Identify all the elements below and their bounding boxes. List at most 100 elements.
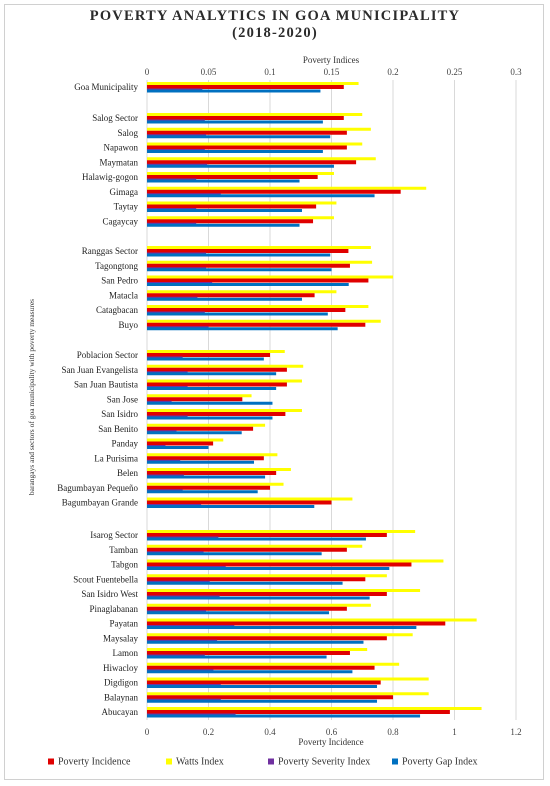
- poverty-incidence-bar: [147, 592, 387, 596]
- category-label: Maymatan: [100, 157, 139, 167]
- poverty-severity-bar: [147, 504, 202, 506]
- poverty-gap-bar: [147, 179, 300, 183]
- poverty-gap-bar: [147, 446, 209, 449]
- category-label: Catagbacan: [96, 305, 138, 315]
- poverty-gap-bar: [147, 460, 255, 464]
- poverty-incidence-bar: [147, 382, 287, 387]
- poverty-incidence-bar: [147, 85, 344, 89]
- bottom-axis-tick-label: 1: [452, 727, 457, 737]
- poverty-incidence-bar: [147, 353, 270, 357]
- legend-swatch: [268, 758, 274, 765]
- poverty-gap-bar: [147, 505, 315, 508]
- poverty-severity-bar: [147, 311, 205, 313]
- poverty-incidence-bar: [147, 189, 401, 194]
- watts-index-bar: [147, 201, 337, 205]
- poverty-severity-bar: [147, 489, 183, 491]
- watts-index-bar: [147, 275, 393, 279]
- legend-swatch: [48, 758, 54, 765]
- poverty-gap-bar: [147, 655, 327, 659]
- poverty-severity-bar: [147, 163, 208, 166]
- legend: Poverty Incidence Watts Index Poverty Seve…: [48, 757, 478, 768]
- legend-label: Poverty Severity Index: [278, 757, 370, 768]
- bottom-axis-tick-label: 0.8: [387, 727, 399, 737]
- poverty-incidence-bar: [147, 636, 387, 641]
- category-label: San Pedro: [101, 276, 138, 286]
- category-label: Tamban: [109, 545, 138, 555]
- category-label: Taytay: [114, 202, 139, 212]
- legend-swatch: [392, 758, 398, 765]
- poverty-incidence-bar: [147, 204, 317, 209]
- watts-index-bar: [147, 468, 291, 471]
- poverty-incidence-bar: [147, 145, 347, 150]
- poverty-severity-bar: [147, 669, 214, 671]
- poverty-gap-bar: [147, 150, 323, 153]
- poverty-gap-bar: [147, 164, 334, 168]
- watts-index-bar: [147, 648, 368, 651]
- category-label: Gimaga: [110, 187, 139, 197]
- bar-series: [147, 82, 482, 718]
- top-axis-tick-label: 0.3: [510, 67, 522, 77]
- top-axis-title: Poverty Indices: [303, 55, 360, 65]
- category-label: Salog: [117, 128, 138, 138]
- y-axis-title: barangays and sectors of goa municipalit…: [27, 299, 36, 495]
- poverty-severity-bar: [147, 595, 220, 597]
- category-label: Scout Fuentebella: [73, 574, 138, 584]
- poverty-severity-bar: [147, 684, 221, 686]
- legend-swatch: [166, 758, 172, 765]
- watts-index-bar: [147, 497, 353, 501]
- poverty-incidence-bar: [147, 130, 347, 135]
- poverty-gap-bar: [147, 416, 273, 420]
- watts-index-bar: [147, 589, 421, 592]
- watts-index-bar: [147, 482, 284, 486]
- chart-frame: [4, 4, 544, 780]
- poverty-gap-bar: [147, 567, 390, 570]
- chart-title-line1: POVERTY ANALYTICS IN GOA MUNICIPALITY: [89, 8, 461, 24]
- category-label: Isarog Sector: [90, 530, 138, 540]
- chart-title-line2: (2018-2020): [232, 25, 318, 41]
- poverty-gap-bar: [147, 670, 353, 674]
- watts-index-bar: [147, 216, 334, 220]
- poverty-severity-bar: [147, 459, 181, 462]
- watts-index-bar: [147, 172, 334, 175]
- poverty-gap-bar: [147, 581, 343, 585]
- poverty-incidence-bar: [147, 577, 366, 582]
- chart-title: POVERTY ANALYTICS IN GOA MUNICIPALITY (2…: [0, 8, 550, 42]
- poverty-gap-bar: [147, 89, 321, 93]
- poverty-incidence-bar: [147, 695, 393, 700]
- poverty-severity-bar: [147, 654, 205, 656]
- category-label: Halawig-gogon: [82, 172, 138, 182]
- category-label: Tabgon: [111, 560, 138, 570]
- poverty-incidence-bar: [147, 500, 332, 505]
- poverty-incidence-bar: [147, 547, 347, 552]
- category-label: San Isidro: [101, 409, 138, 419]
- category-label: Matacla: [109, 290, 138, 300]
- category-label: Pinaglabanan: [90, 604, 139, 614]
- bottom-axis-tick-label: 0: [145, 727, 150, 737]
- poverty-severity-bar: [147, 119, 205, 121]
- top-axis-tick-label: 0.15: [324, 67, 340, 77]
- watts-index-bar: [147, 662, 400, 666]
- poverty-severity-bar: [147, 326, 209, 328]
- watts-index-bar: [147, 530, 416, 533]
- category-label: Hiwacloy: [103, 663, 138, 673]
- poverty-gap-bar: [147, 596, 370, 600]
- poverty-incidence-bar: [147, 485, 270, 490]
- poverty-severity-bar: [147, 178, 197, 180]
- poverty-incidence-bar: [147, 710, 450, 714]
- watts-index-bar: [147, 319, 381, 323]
- poverty-severity-bar: [147, 134, 207, 136]
- category-label: Lamon: [113, 648, 139, 658]
- poverty-severity-bar: [147, 610, 207, 612]
- poverty-severity-bar: [147, 445, 166, 447]
- watts-index-bar: [147, 305, 369, 308]
- poverty-gap-bar: [147, 640, 364, 644]
- poverty-severity-bar: [147, 536, 219, 538]
- category-label: Bagumbayan Grande: [62, 498, 138, 508]
- category-label: Abucayan: [102, 707, 139, 717]
- poverty-severity-bar: [147, 193, 221, 195]
- watts-index-bar: [147, 113, 363, 116]
- poverty-incidence-bar: [147, 367, 287, 372]
- watts-index-bar: [147, 603, 371, 607]
- poverty-severity-bar: [147, 625, 235, 627]
